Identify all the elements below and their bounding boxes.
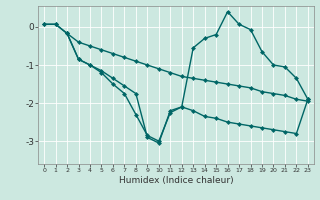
X-axis label: Humidex (Indice chaleur): Humidex (Indice chaleur) bbox=[119, 176, 233, 185]
